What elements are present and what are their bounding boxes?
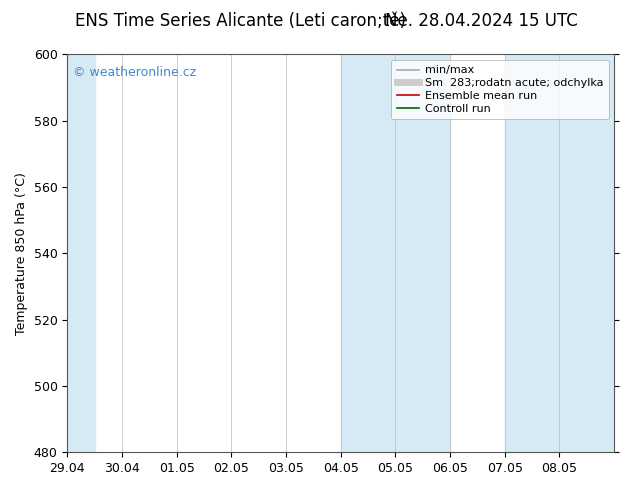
Bar [340,54,450,452]
Y-axis label: Temperature 850 hPa (°C): Temperature 850 hPa (°C) [15,172,28,335]
Text: © weatheronline.cz: © weatheronline.cz [73,66,196,79]
Text: ENS Time Series Alicante (Leti caron;tě): ENS Time Series Alicante (Leti caron;tě) [75,12,406,30]
Text: Ne. 28.04.2024 15 UTC: Ne. 28.04.2024 15 UTC [385,12,578,30]
Bar [65,54,94,452]
Bar [505,54,619,452]
Legend: min/max, Sm  283;rodatn acute; odchylka, Ensemble mean run, Controll run: min/max, Sm 283;rodatn acute; odchylka, … [391,60,609,119]
